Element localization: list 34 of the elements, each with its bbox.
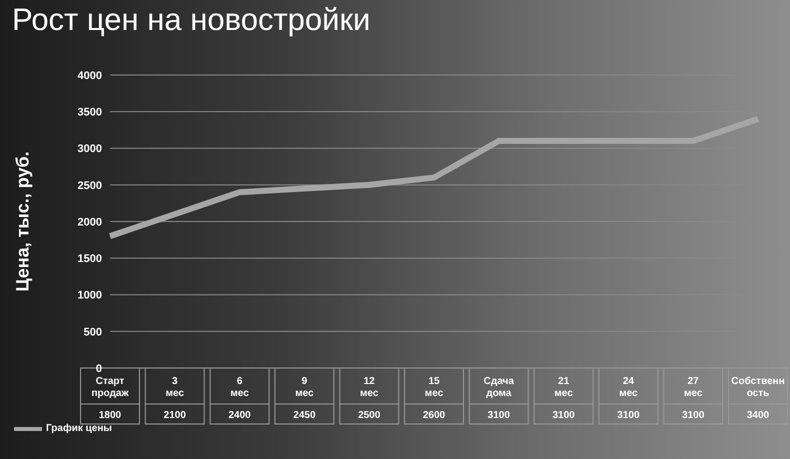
legend-label: График цены (46, 423, 112, 434)
data-label: 2100 (164, 410, 186, 421)
y-tick-label: 2000 (78, 216, 102, 228)
x-tick-label: 15 мес (424, 376, 444, 399)
x-tick-label: 12 мес (360, 376, 379, 399)
x-tick-label: 21 мес (554, 376, 574, 399)
y-tick-label: 500 (84, 326, 102, 338)
y-tick-label: 1000 (78, 290, 102, 302)
data-label: 1800 (98, 410, 122, 421)
x-tick-label: 9 мес (295, 376, 314, 399)
y-tick-label: 1500 (78, 253, 102, 266)
data-label: 2500 (358, 410, 381, 421)
y-tick-label: 0 (96, 362, 102, 375)
data-label: 3100 (552, 410, 576, 421)
x-tick-label: 27 мес (684, 376, 703, 399)
x-tick-label: Сдача дома (484, 376, 514, 399)
x-tick-label: 3 мес (166, 376, 184, 399)
y-tick-label: 3500 (78, 106, 102, 119)
data-label: 2600 (422, 410, 446, 421)
x-tick-label: 6 мес (230, 376, 250, 399)
x-tick-label: Собственность (731, 376, 785, 399)
data-label: 3100 (488, 410, 510, 421)
y-tick-label: 2500 (78, 180, 102, 192)
data-label: 3400 (746, 410, 770, 421)
data-label: 2400 (228, 410, 252, 421)
y-axis-title: Цена, тыс., руб. (12, 151, 32, 292)
x-tick-label: Старт продаж (91, 376, 130, 399)
data-label: 3100 (682, 410, 705, 421)
y-tick-label: 3000 (78, 143, 102, 156)
chart-title: Рост цен на новостройки (12, 2, 370, 38)
data-label: 2450 (293, 410, 316, 421)
y-tick-label: 4000 (78, 70, 102, 82)
x-tick-label: 24 мес (619, 376, 638, 399)
data-label: 3100 (617, 410, 640, 421)
